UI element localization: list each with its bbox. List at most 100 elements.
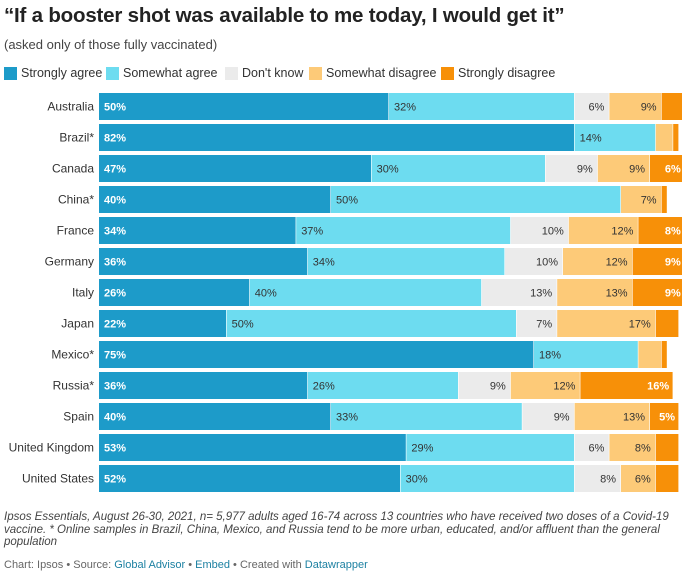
bar-segment bbox=[655, 434, 679, 461]
bar-segment bbox=[99, 279, 250, 306]
data-label: 6% bbox=[588, 443, 604, 455]
data-label: 17% bbox=[629, 319, 651, 331]
chart-footer: Chart: Ipsos • Source: Global Advisor • … bbox=[4, 559, 368, 571]
data-label: 10% bbox=[542, 226, 564, 238]
data-label: 29% bbox=[411, 443, 433, 455]
data-label: 13% bbox=[606, 288, 628, 300]
bar-segment bbox=[99, 155, 371, 182]
legend-swatch bbox=[106, 66, 119, 80]
bar-segment bbox=[522, 403, 574, 430]
bar-segment bbox=[557, 310, 656, 337]
data-label: 40% bbox=[104, 412, 126, 424]
bar-segment bbox=[655, 465, 679, 492]
category-label: Canada bbox=[52, 162, 94, 176]
category-label: Germany bbox=[45, 255, 94, 269]
data-label: 37% bbox=[301, 226, 323, 238]
embed-link[interactable]: Embed bbox=[195, 559, 230, 571]
bar-segment bbox=[568, 217, 638, 244]
bar-segment bbox=[650, 155, 682, 182]
bar-segment bbox=[632, 248, 682, 275]
legend-item-strongly-disagree: Strongly disagree bbox=[441, 65, 555, 81]
data-label: 52% bbox=[104, 474, 126, 486]
category-label: China* bbox=[58, 193, 94, 207]
category-label: Spain bbox=[63, 410, 94, 424]
data-label: 26% bbox=[313, 381, 335, 393]
legend-item-somewhat-agree: Somewhat agree bbox=[106, 65, 218, 81]
datawrapper-link[interactable]: Datawrapper bbox=[304, 559, 368, 571]
bar-segment bbox=[574, 403, 650, 430]
footer-text: • Created with bbox=[230, 559, 305, 571]
data-label: 33% bbox=[336, 412, 358, 424]
category-label: Italy bbox=[72, 286, 94, 300]
source-link[interactable]: Global Advisor bbox=[114, 559, 186, 571]
bar-segment bbox=[481, 279, 557, 306]
category-label: United Kingdom bbox=[9, 441, 94, 455]
data-label: 30% bbox=[406, 474, 428, 486]
bar-segment bbox=[510, 372, 580, 399]
data-label: 18% bbox=[539, 350, 561, 362]
bar-segment bbox=[249, 279, 482, 306]
bar-segment bbox=[650, 403, 679, 430]
data-label: 14% bbox=[580, 133, 602, 145]
data-label: 50% bbox=[104, 102, 126, 114]
bar-segment bbox=[655, 310, 679, 337]
bar-segment bbox=[371, 155, 545, 182]
data-label: 6% bbox=[588, 102, 604, 114]
bar-segment bbox=[99, 248, 308, 275]
data-label: 53% bbox=[104, 443, 126, 455]
legend-swatch bbox=[441, 66, 454, 80]
category-label: Russia* bbox=[53, 379, 95, 393]
data-label: 32% bbox=[394, 102, 416, 114]
category-label: Brazil* bbox=[59, 131, 94, 145]
bar-segment bbox=[673, 124, 679, 151]
bar-segment bbox=[563, 248, 632, 275]
data-label: 12% bbox=[606, 257, 628, 269]
bar-segment bbox=[534, 341, 638, 368]
bar-segment bbox=[574, 434, 609, 461]
bar-segment bbox=[458, 372, 511, 399]
data-label: 9% bbox=[490, 381, 506, 393]
category-label: United States bbox=[22, 472, 94, 486]
data-label: 9% bbox=[665, 288, 681, 300]
footer-separator: • bbox=[185, 559, 196, 571]
data-label: 6% bbox=[665, 164, 681, 176]
bar-segment bbox=[307, 372, 458, 399]
bar-segment bbox=[389, 93, 574, 120]
data-label: 50% bbox=[336, 195, 358, 207]
legend-swatch bbox=[309, 66, 322, 80]
bar-segment bbox=[99, 217, 296, 244]
stacked-bar-chart: Australia 50% 32% 6% 9% Brazil* 82% 14% Canada 47… bbox=[9, 93, 682, 492]
bar-segment bbox=[99, 341, 534, 368]
data-label: 9% bbox=[629, 164, 645, 176]
bar-segment bbox=[406, 434, 574, 461]
legend-label: Somewhat agree bbox=[123, 66, 218, 80]
bar-segment bbox=[580, 372, 673, 399]
bar-segment bbox=[661, 341, 667, 368]
data-label: 12% bbox=[611, 226, 633, 238]
bar-segment bbox=[99, 124, 574, 151]
bar-segment bbox=[621, 465, 656, 492]
bar-segment bbox=[655, 124, 673, 151]
category-label: Japan bbox=[61, 317, 94, 331]
bar-segment bbox=[609, 93, 661, 120]
data-label: 13% bbox=[530, 288, 552, 300]
bar-segment bbox=[597, 155, 650, 182]
category-label: Australia bbox=[47, 100, 94, 114]
bar-segment bbox=[331, 403, 522, 430]
bar-segment bbox=[226, 310, 516, 337]
bar-segment bbox=[400, 465, 574, 492]
data-label: 50% bbox=[232, 319, 254, 331]
chart-subtitle: (asked only of those fully vaccinated) bbox=[4, 37, 218, 52]
bar-segment bbox=[510, 217, 569, 244]
legend-item-strongly-agree: Strongly agree bbox=[4, 65, 102, 81]
legend-item-somewhat-disagree: Somewhat disagree bbox=[309, 65, 436, 81]
data-label: 75% bbox=[104, 350, 126, 362]
data-label: 30% bbox=[377, 164, 399, 176]
data-label: 9% bbox=[665, 257, 681, 269]
legend-label: Somewhat disagree bbox=[326, 66, 437, 80]
data-label: 22% bbox=[104, 319, 126, 331]
bar-segment bbox=[99, 434, 406, 461]
data-label: 40% bbox=[104, 195, 126, 207]
bar-segment bbox=[621, 186, 661, 213]
chart-notes: Ipsos Essentials, August 26-30, 2021, n=… bbox=[4, 511, 669, 548]
